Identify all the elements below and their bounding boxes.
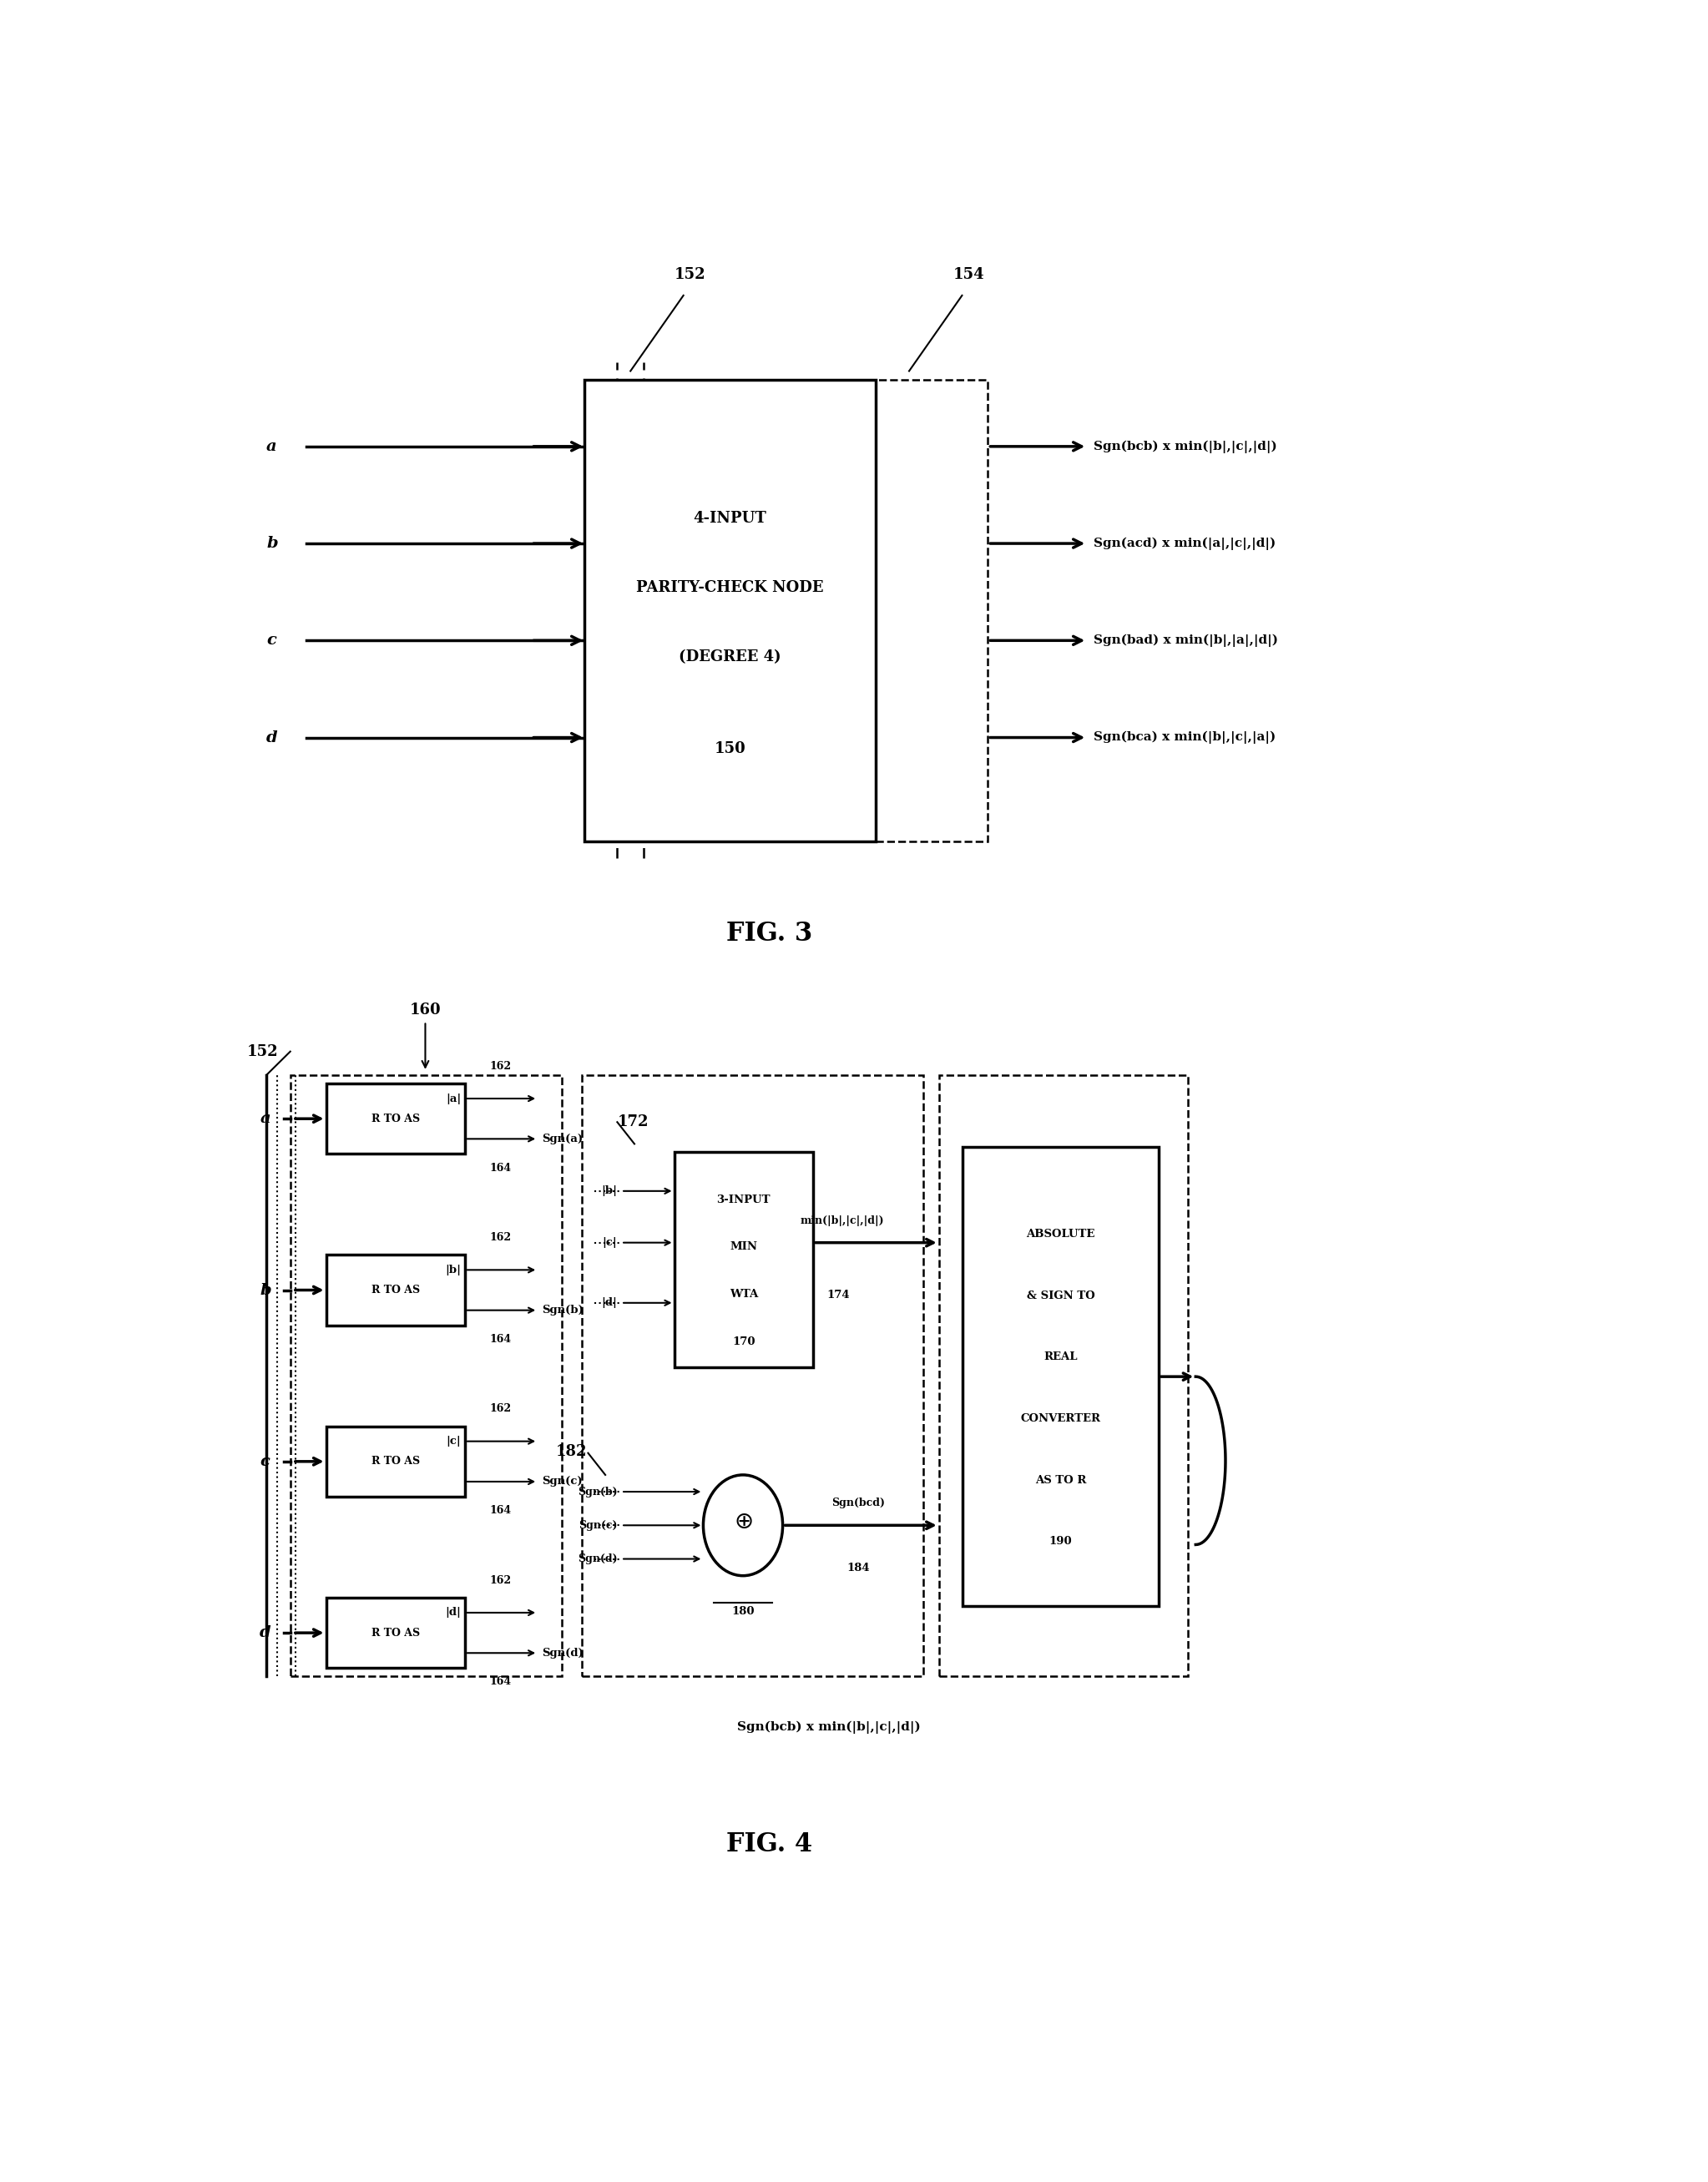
Text: 3-INPUT: 3-INPUT xyxy=(717,1194,770,1204)
Bar xyxy=(675,1152,813,1368)
Text: c: c xyxy=(266,633,277,648)
Text: 152: 152 xyxy=(246,1043,278,1058)
Text: |d|: |d| xyxy=(446,1608,461,1619)
Text: |b|: |b| xyxy=(446,1266,461,1274)
Text: b: b xyxy=(266,537,278,552)
Text: R TO AS: R TO AS xyxy=(371,1455,420,1466)
Text: 190: 190 xyxy=(1049,1536,1073,1547)
Bar xyxy=(939,1076,1187,1676)
Text: R TO AS: R TO AS xyxy=(371,1285,420,1296)
Text: 180: 180 xyxy=(731,1606,755,1617)
Text: Sgn(b): Sgn(b) xyxy=(577,1486,617,1497)
Text: ABSOLUTE: ABSOLUTE xyxy=(1027,1228,1095,1239)
Text: REAL: REAL xyxy=(1044,1351,1078,1362)
Text: |c|: |c| xyxy=(446,1436,461,1447)
Text: d: d xyxy=(260,1626,272,1641)
Bar xyxy=(326,1255,465,1324)
Text: 152: 152 xyxy=(675,266,705,281)
Text: min(|b|,|c|,|d|): min(|b|,|c|,|d|) xyxy=(801,1215,885,1226)
Circle shape xyxy=(704,1475,782,1575)
Text: 162: 162 xyxy=(490,1403,512,1414)
Text: FIG. 4: FIG. 4 xyxy=(726,1831,813,1857)
Text: 182: 182 xyxy=(555,1444,588,1460)
Text: Sgn(c): Sgn(c) xyxy=(541,1477,582,1488)
Text: 164: 164 xyxy=(490,1163,512,1174)
Text: |b|: |b| xyxy=(601,1185,617,1196)
Text: Sgn(bcb) x min(|b|,|c|,|d|): Sgn(bcb) x min(|b|,|c|,|d|) xyxy=(1093,441,1278,454)
Text: 164: 164 xyxy=(490,1676,512,1687)
Text: c: c xyxy=(260,1453,270,1468)
Text: 164: 164 xyxy=(490,1333,512,1344)
Text: (DEGREE 4): (DEGREE 4) xyxy=(678,650,781,663)
Text: R TO AS: R TO AS xyxy=(371,1113,420,1124)
Text: b: b xyxy=(260,1283,272,1298)
Text: AS TO R: AS TO R xyxy=(1035,1475,1086,1486)
Text: 170: 170 xyxy=(733,1335,755,1346)
Bar xyxy=(584,380,876,842)
Text: |a|: |a| xyxy=(446,1093,461,1104)
Text: MIN: MIN xyxy=(729,1242,757,1252)
Text: 160: 160 xyxy=(410,1004,441,1017)
Text: d: d xyxy=(266,731,278,744)
Text: 164: 164 xyxy=(490,1506,512,1516)
Text: 172: 172 xyxy=(617,1115,649,1130)
Text: PARITY-CHECK NODE: PARITY-CHECK NODE xyxy=(635,580,823,596)
Text: 174: 174 xyxy=(827,1290,851,1300)
Bar xyxy=(963,1148,1158,1606)
Text: R TO AS: R TO AS xyxy=(371,1628,420,1639)
Text: 162: 162 xyxy=(490,1575,512,1586)
Text: 162: 162 xyxy=(490,1233,512,1244)
Bar xyxy=(326,1597,465,1667)
Text: Sgn(bcb) x min(|b|,|c|,|d|): Sgn(bcb) x min(|b|,|c|,|d|) xyxy=(738,1719,921,1733)
Text: 162: 162 xyxy=(490,1060,512,1071)
Text: Sgn(d): Sgn(d) xyxy=(541,1647,584,1658)
Text: a: a xyxy=(260,1111,270,1126)
Text: 4-INPUT: 4-INPUT xyxy=(693,511,767,526)
Bar xyxy=(581,1076,922,1676)
Text: Sgn(bcd): Sgn(bcd) xyxy=(832,1497,885,1508)
Text: CONVERTER: CONVERTER xyxy=(1021,1414,1100,1425)
Text: WTA: WTA xyxy=(729,1290,758,1300)
Text: Sgn(b): Sgn(b) xyxy=(541,1305,584,1316)
Text: Sgn(bca) x min(|b|,|c|,|a|): Sgn(bca) x min(|b|,|c|,|a|) xyxy=(1093,731,1276,744)
Text: 154: 154 xyxy=(953,266,984,281)
Text: a: a xyxy=(266,439,277,454)
Bar xyxy=(290,1076,562,1676)
Text: Sgn(bad) x min(|b|,|a|,|d|): Sgn(bad) x min(|b|,|a|,|d|) xyxy=(1093,635,1278,646)
Text: FIG. 3: FIG. 3 xyxy=(726,921,813,947)
Text: Sgn(c): Sgn(c) xyxy=(579,1521,617,1532)
Text: |c|: |c| xyxy=(603,1237,617,1248)
Text: & SIGN TO: & SIGN TO xyxy=(1027,1290,1095,1300)
Text: Sgn(acd) x min(|a|,|c|,|d|): Sgn(acd) x min(|a|,|c|,|d|) xyxy=(1093,537,1276,550)
Bar xyxy=(876,380,987,842)
Text: 184: 184 xyxy=(847,1562,869,1573)
Text: Sgn(d): Sgn(d) xyxy=(577,1554,617,1564)
Text: $\oplus$: $\oplus$ xyxy=(733,1510,753,1534)
Text: Sgn(a): Sgn(a) xyxy=(541,1132,582,1143)
Text: 150: 150 xyxy=(714,742,745,757)
Bar xyxy=(326,1084,465,1154)
Bar xyxy=(326,1427,465,1497)
Text: |d|: |d| xyxy=(601,1298,617,1309)
